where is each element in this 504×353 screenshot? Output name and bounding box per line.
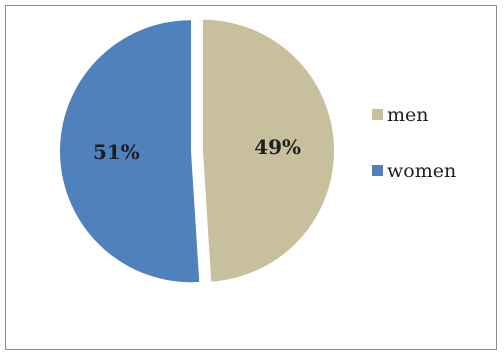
legend-swatch-women [372,165,383,176]
pie-slices [60,19,334,283]
legend-swatch-men [372,109,383,120]
legend-label-women: women [387,160,456,182]
slice-labels: 49% 51% [93,135,301,164]
pie-slice-women [60,20,200,283]
slice-label-women: 51% [93,140,140,164]
pie-chart: 49% 51% men women [60,19,456,283]
chart-area: 49% 51% men women [5,5,497,350]
pie-slice-men [202,19,334,282]
legend-label-men: men [387,104,429,126]
slice-label-men: 49% [254,135,301,159]
legend: men women [372,104,456,182]
